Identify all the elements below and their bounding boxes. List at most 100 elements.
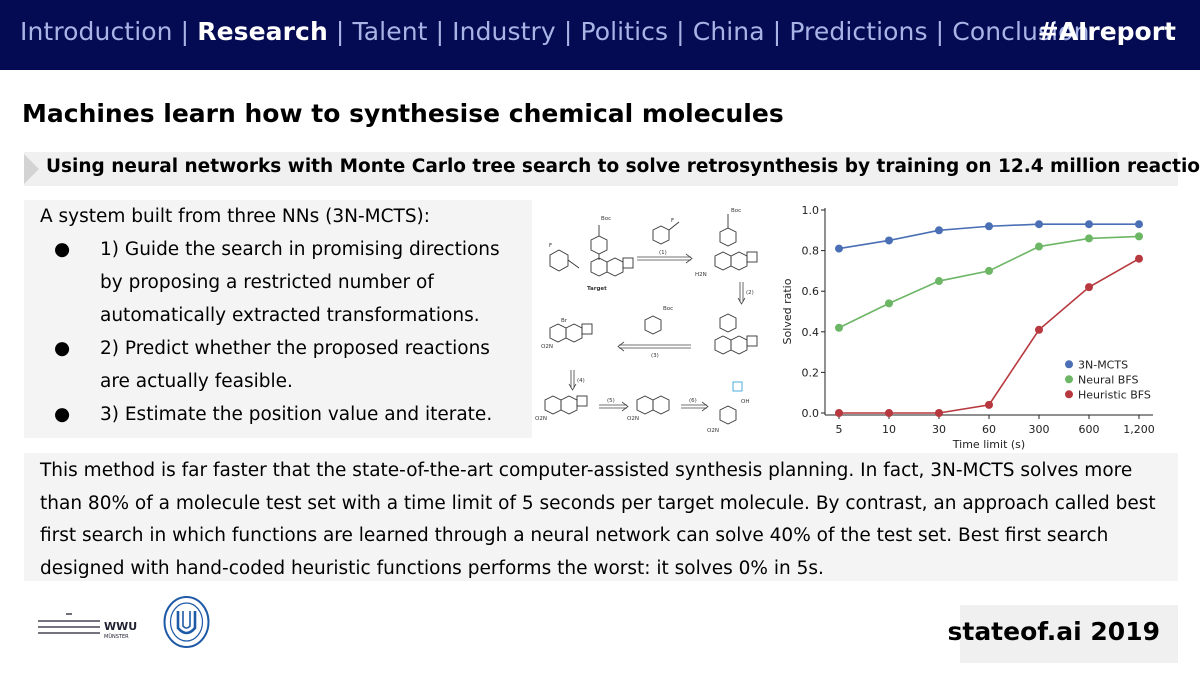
- data-point: [835, 409, 843, 417]
- data-point: [985, 222, 993, 231]
- atom-label: F: [671, 218, 674, 224]
- piperazine-ring: [590, 235, 608, 255]
- data-point: [885, 409, 893, 417]
- data-point: [1085, 283, 1093, 292]
- cyclobutanone-ring: [732, 381, 743, 392]
- wwu-logo: WWU MÜNSTER: [38, 613, 137, 640]
- y-tick-label: 0.6: [802, 285, 820, 298]
- piperidine-ring: [644, 315, 662, 335]
- chroman-ring: [714, 251, 732, 271]
- nav-item-conclusion[interactable]: Conclusion: [952, 17, 1090, 46]
- boc-label: Boc: [601, 216, 611, 222]
- nav-item-introduction[interactable]: Introduction: [20, 17, 173, 46]
- step-label: (6): [689, 398, 697, 404]
- benzene-ring: [549, 249, 569, 272]
- section-nav: Introduction | Research | Talent | Indus…: [20, 17, 1090, 46]
- reaction-arrows: [568, 253, 746, 412]
- atom-label: F: [549, 243, 552, 249]
- data-point: [885, 236, 893, 245]
- step-label: (1): [659, 250, 667, 256]
- data-point: [1085, 220, 1093, 229]
- benzene-ring: [652, 225, 670, 245]
- x-tick-label: 10: [882, 423, 896, 436]
- chroman-ring: [560, 395, 578, 415]
- bullet-line: by proposing a restricted number of: [100, 272, 434, 293]
- step-label: (3): [651, 353, 659, 359]
- nav-item-talent[interactable]: Talent: [352, 17, 428, 46]
- data-point: [1135, 254, 1143, 263]
- cyclobutane-ring: [576, 395, 588, 407]
- atom-label: OH: [741, 399, 749, 405]
- bullet-item: 3) Estimate the position value and itera…: [100, 398, 530, 431]
- step-label: (2): [746, 290, 754, 296]
- data-point: [935, 409, 943, 417]
- nav-separator: |: [927, 17, 953, 46]
- bullet-line: 1) Guide the search in promising directi…: [100, 239, 500, 260]
- legend-marker: [1065, 375, 1073, 384]
- nav-separator: |: [555, 17, 581, 46]
- legend-marker: [1065, 390, 1073, 399]
- nav-separator: |: [668, 17, 693, 46]
- data-point: [935, 226, 943, 235]
- chromanone-ring: [636, 395, 654, 415]
- bullet-marker: ●: [54, 338, 71, 359]
- cyclobutane-ring: [622, 257, 634, 269]
- data-point: [835, 323, 843, 332]
- bullet-line: are actually feasible.: [100, 371, 293, 392]
- atom-label: H2N: [695, 272, 707, 278]
- chromanone-ring: [652, 395, 670, 415]
- step-label: (4): [577, 378, 585, 384]
- x-tick-label: 600: [1079, 423, 1100, 436]
- nav-item-predictions[interactable]: Predictions: [789, 17, 928, 46]
- wwu-logo-subtext: MÜNSTER: [104, 633, 129, 640]
- atom-label: O2N: [535, 416, 547, 422]
- data-point: [985, 400, 993, 409]
- nav-item-china[interactable]: China: [692, 17, 765, 46]
- x-tick-label: 30: [932, 423, 946, 436]
- x-tick-label: 1,200: [1123, 423, 1155, 436]
- nav-item-politics[interactable]: Politics: [580, 17, 669, 46]
- nav-separator: |: [427, 17, 453, 46]
- wwu-logo-text: WWU: [104, 620, 137, 633]
- legend-label: Neural BFS: [1078, 373, 1138, 386]
- intro-text: A system built from three NNs (3N-MCTS):: [40, 206, 431, 227]
- y-tick-label: 0.2: [802, 366, 820, 379]
- target-label: Target: [587, 286, 607, 292]
- boc-label: Boc: [663, 306, 673, 312]
- boc-label: Boc: [731, 208, 741, 214]
- chroman-ring: [730, 335, 748, 355]
- subtitle-banner: Using neural networks with Monte Carlo t…: [24, 152, 1200, 186]
- subtitle-text: Using neural networks with Monte Carlo t…: [46, 156, 1200, 177]
- chroman-ring: [714, 335, 732, 355]
- footer-brand: stateof.ai 2019: [947, 617, 1160, 646]
- page-title: Machines learn how to synthesise chemica…: [22, 99, 784, 128]
- data-point: [1035, 242, 1043, 251]
- chroman-ring: [590, 257, 608, 277]
- data-point: [885, 299, 893, 308]
- legend-label: Heuristic BFS: [1078, 388, 1151, 401]
- bullet-line: 3) Estimate the position value and itera…: [100, 404, 493, 425]
- data-point: [935, 277, 943, 286]
- chroman-ring: [606, 257, 624, 277]
- data-point: [1085, 234, 1093, 243]
- explanation-paragraph: This method is far faster that the state…: [40, 460, 1156, 579]
- atom-label: O2N: [707, 428, 719, 434]
- nav-item-research[interactable]: Research: [197, 17, 328, 46]
- retrosynthesis-diagram: Target Boc Boc Boc (1) (2) (3) (4) (5) (…: [535, 208, 758, 434]
- x-tick-label: 60: [982, 423, 996, 436]
- bullet-marker: ●: [54, 239, 71, 260]
- data-point: [1135, 220, 1143, 229]
- data-point: [1135, 232, 1143, 241]
- bullet-item: 1) Guide the search in promising directi…: [100, 233, 530, 332]
- university-seal-logo: [163, 596, 210, 648]
- cyclobutane-ring: [581, 323, 593, 335]
- nav-item-industry[interactable]: Industry: [452, 17, 556, 46]
- y-tick-label: 0.0: [802, 407, 820, 420]
- chroman-ring: [549, 323, 567, 343]
- series-line: [838, 235, 1140, 329]
- nav-separator: |: [327, 17, 353, 46]
- nav-separator: |: [172, 17, 198, 46]
- data-point: [1035, 325, 1043, 334]
- cyclobutane-ring: [746, 251, 758, 263]
- hashtag-label: #AIreport: [1037, 17, 1176, 46]
